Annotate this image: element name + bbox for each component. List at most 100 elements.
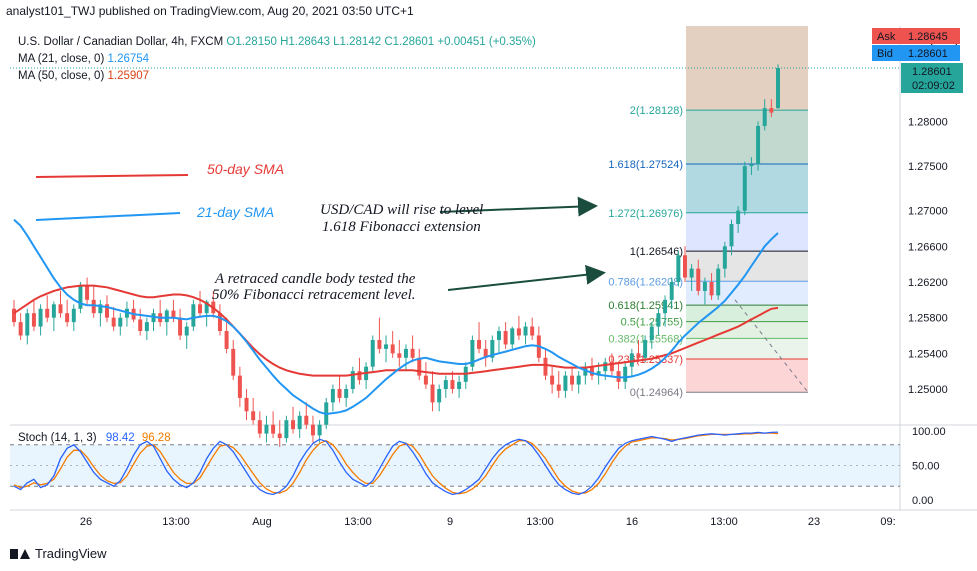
- fib-trend-line: [734, 299, 809, 393]
- candle-body: [756, 125, 761, 165]
- price-tick-label: 1.25000: [908, 384, 948, 396]
- retracement-annotation-line1: A retraced candle body tested the: [214, 271, 416, 287]
- candle-body: [105, 304, 110, 318]
- candle-body: [251, 411, 256, 421]
- candle-body: [623, 366, 628, 382]
- candle-body: [118, 317, 123, 327]
- candle-body: [291, 420, 296, 430]
- candle-body: [736, 210, 741, 225]
- candle-body: [749, 164, 754, 167]
- candle-body: [330, 389, 335, 403]
- fib-level-label: 0.382(1.25568): [608, 333, 683, 345]
- candle-body: [437, 389, 442, 403]
- candle-body: [636, 353, 641, 358]
- candle-body: [111, 317, 116, 327]
- fib-zone: [686, 26, 808, 111]
- time-tick-label: Aug: [252, 516, 272, 528]
- last-price-value: 1.28601: [912, 66, 952, 78]
- candle-body: [603, 362, 608, 372]
- candle-body: [543, 357, 548, 376]
- time-tick-label: 13:00: [344, 516, 372, 528]
- candle-body: [231, 348, 236, 376]
- time-tick-label: 13:00: [526, 516, 554, 528]
- stoch-k-line: [13, 431, 779, 496]
- candle-body: [776, 68, 780, 109]
- candle-body: [217, 313, 222, 332]
- candle-body: [144, 322, 149, 332]
- candle-body: [669, 282, 674, 300]
- bid-label: Bid: [877, 48, 893, 60]
- candle-body: [663, 299, 668, 314]
- candle-body: [716, 268, 721, 296]
- candle-body: [629, 353, 634, 367]
- candle-body: [643, 339, 648, 358]
- candle-body: [403, 348, 408, 358]
- candle-body: [656, 313, 661, 327]
- fib-zone: [686, 321, 808, 339]
- last-price-tag-bg: [901, 63, 963, 93]
- ask-tag-bg: [872, 28, 960, 44]
- candle-body: [191, 304, 196, 327]
- fib-level-label: 1.618(1.27524): [608, 159, 683, 171]
- candle-body: [516, 328, 521, 336]
- time-tick-label: 23: [808, 516, 820, 528]
- stoch-legend[interactable]: Stoch (14, 1, 3) 98.42 96.28: [18, 432, 171, 444]
- stoch-k-value: 98.42: [105, 432, 135, 444]
- fib-extension-annotation-line1: USD/CAD will rise to level: [320, 202, 483, 218]
- retracement-arrow: [447, 264, 606, 291]
- candle-body: [85, 286, 90, 300]
- symbol-title: U.S. Dollar / Canadian Dollar, 4h, FXCM: [18, 36, 224, 48]
- candle-body: [596, 371, 601, 376]
- candle-body: [297, 415, 302, 430]
- publisher-line: analyst101_TWJ published on TradingView.…: [6, 4, 414, 18]
- candle-body: [682, 255, 687, 278]
- sma21-legend-line: [35, 212, 181, 221]
- candle-body: [570, 375, 575, 385]
- ma50-label: MA (50, close, 0): [18, 70, 105, 82]
- fib-zone: [686, 338, 808, 359]
- candle-body: [25, 313, 30, 336]
- stoch-tick-label: 50.00: [912, 461, 940, 473]
- candle-body: [78, 286, 83, 309]
- ma21-label: MA (21, close, 0): [18, 53, 105, 65]
- candle-body: [310, 424, 315, 436]
- candle-body: [709, 282, 714, 296]
- candle-body: [337, 389, 342, 398]
- fib-zone: [686, 163, 808, 213]
- time-tick-label: 26: [80, 516, 92, 528]
- symbol-legend: U.S. Dollar / Canadian Dollar, 4h, FXCM …: [18, 36, 536, 48]
- candle-body: [609, 362, 614, 372]
- candle-body: [576, 375, 581, 385]
- candle-body: [384, 344, 389, 349]
- candle-body: [224, 331, 229, 349]
- candle-body: [237, 375, 242, 398]
- tradingview-brand[interactable]: TradingView: [10, 546, 107, 561]
- candle-body: [171, 310, 176, 318]
- ma21-legend[interactable]: MA (21, close, 0) 1.26754: [18, 53, 149, 65]
- price-tick-label: 1.26200: [908, 277, 948, 289]
- price-tick-label: 1.27500: [908, 161, 948, 173]
- fib-extension-annotation-line2: 1.618 Fibonacci extension: [322, 219, 481, 235]
- fib-zone: [686, 110, 808, 164]
- candle-body: [410, 348, 415, 358]
- ask-value: 1.28645: [908, 31, 948, 43]
- time-tick-label: 13:00: [162, 516, 190, 528]
- candle-body: [184, 326, 189, 336]
- candle-body: [244, 397, 249, 412]
- candle-body: [417, 357, 422, 376]
- candle-body: [769, 108, 774, 113]
- candle-body: [510, 328, 515, 345]
- fib-level-label: 1.272(1.26976): [608, 208, 683, 220]
- candle-body: [164, 310, 169, 323]
- ma50-legend[interactable]: MA (50, close, 0) 1.25907: [18, 70, 149, 82]
- candle-body: [702, 282, 707, 291]
- candle-body: [390, 344, 395, 354]
- brand-label: TradingView: [35, 546, 107, 561]
- candle-body: [264, 424, 269, 434]
- tradingview-logo-icon: [10, 548, 30, 560]
- stoch-d-line: [13, 432, 779, 495]
- fib-level-label: 0.786(1.26208): [608, 276, 683, 288]
- time-tick-label: 16: [626, 516, 638, 528]
- candle-body: [563, 375, 568, 391]
